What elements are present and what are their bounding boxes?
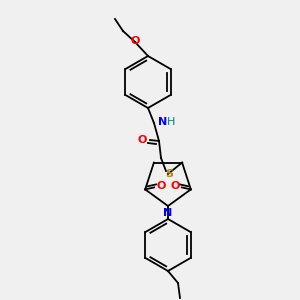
Text: H: H: [167, 117, 175, 127]
Text: O: O: [137, 135, 147, 145]
Text: O: O: [157, 182, 166, 191]
Text: N: N: [164, 208, 172, 218]
Text: O: O: [130, 36, 140, 46]
Text: S: S: [165, 169, 173, 179]
Text: O: O: [170, 182, 179, 191]
Text: N: N: [158, 117, 168, 127]
